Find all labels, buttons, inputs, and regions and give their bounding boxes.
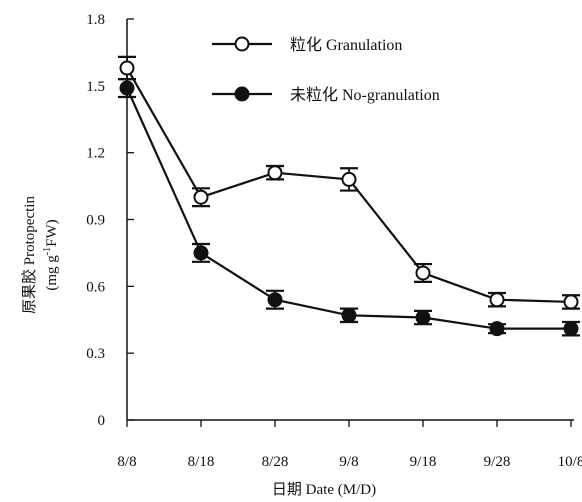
y-tick-label: 0.3 <box>86 346 105 362</box>
y-axis-unit-sup: -1 <box>42 247 53 255</box>
y-axis-unit-post: FW) <box>44 219 60 247</box>
x-tick-label: 9/18 <box>410 454 437 470</box>
legend-filled-circle-icon <box>234 86 250 102</box>
x-axis-title: 日期 Date (M/D) <box>272 481 376 498</box>
axes <box>126 19 574 421</box>
y-axis-unit-pre: (mg g <box>44 255 60 291</box>
filled-circle-marker <box>489 321 505 337</box>
filled-circle-marker <box>119 80 135 96</box>
open-circle-marker <box>489 292 505 308</box>
x-tick-label: 9/28 <box>484 454 511 470</box>
y-tick-label: 0.9 <box>86 213 105 229</box>
open-circle-marker <box>267 165 283 181</box>
y-axis-title: 原果胶 Protopectin <box>21 196 38 314</box>
open-circle-marker <box>563 294 579 310</box>
y-tick-label: 0 <box>98 413 106 429</box>
y-axis-unit: (mg g-1FW) <box>42 219 60 290</box>
filled-circle-marker <box>341 307 357 323</box>
filled-circle-marker <box>193 245 209 261</box>
open-circle-marker <box>415 265 431 281</box>
legend-label: 粒化 Granulation <box>290 36 402 54</box>
open-circle-marker <box>193 189 209 205</box>
y-tick-label: 1.8 <box>86 12 105 28</box>
x-tick-label: 9/8 <box>339 454 358 470</box>
open-circle-marker <box>119 60 135 76</box>
x-tick-label: 8/18 <box>188 454 215 470</box>
y-axis-unit-group: (mg g-1FW) <box>42 219 60 290</box>
filled-circle-marker <box>563 321 579 337</box>
y-tick-label: 1.5 <box>86 79 105 95</box>
x-tick-label: 10/8 <box>558 454 582 470</box>
legend: 粒化 Granulation 未粒化 No-granulation <box>212 36 440 104</box>
y-axis-title-group: 原果胶 Protopectin <box>21 196 38 314</box>
legend-open-circle-icon <box>234 36 250 52</box>
legend-label: 未粒化 No-granulation <box>290 86 440 104</box>
filled-circle-marker <box>267 292 283 308</box>
x-tick-label: 8/8 <box>117 454 136 470</box>
filled-circle-marker <box>415 310 431 326</box>
x-ticks: 8/8 8/18 8/28 9/8 9/18 9/28 10/8 <box>117 420 582 470</box>
y-tick-label: 0.6 <box>86 279 105 295</box>
x-tick-label: 8/28 <box>262 454 289 470</box>
markers <box>119 60 579 337</box>
open-circle-marker <box>341 171 357 187</box>
y-ticks: 0 0.3 0.6 0.9 1.2 1.5 1.8 <box>86 12 134 429</box>
y-tick-label: 1.2 <box>86 146 105 162</box>
